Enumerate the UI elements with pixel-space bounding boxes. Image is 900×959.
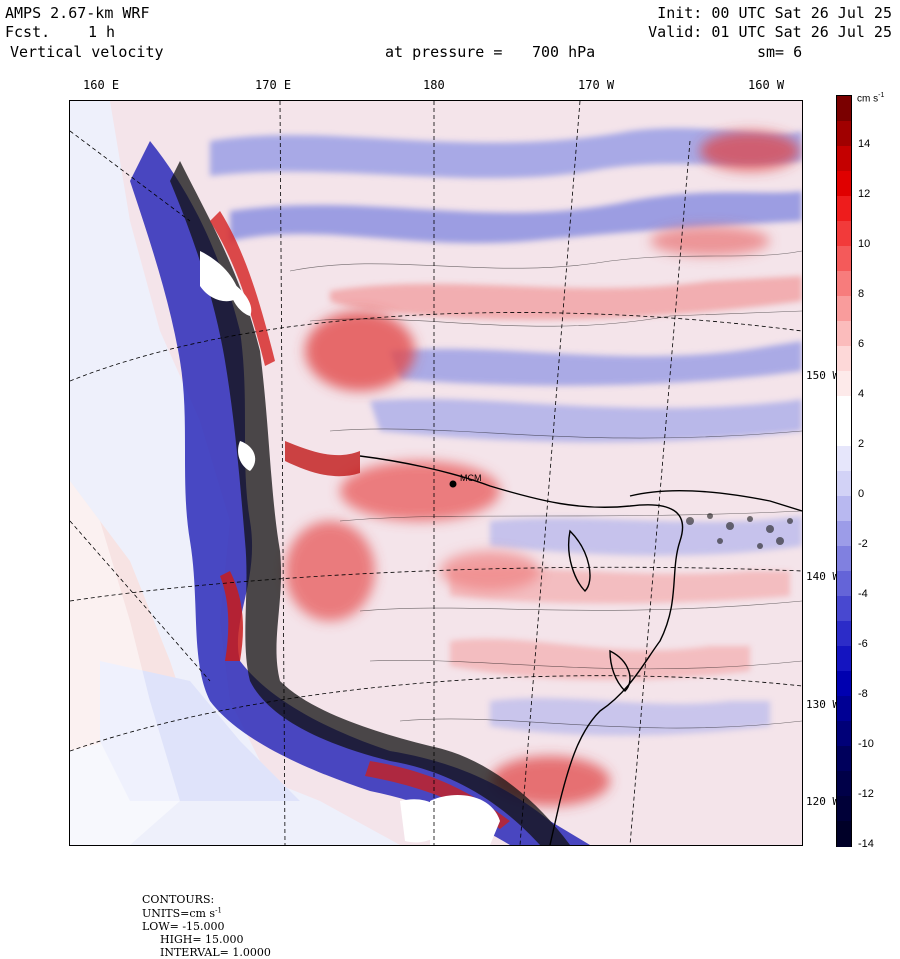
colorbar-segment bbox=[837, 571, 851, 597]
colorbar-segment bbox=[837, 396, 851, 422]
field-name: Vertical velocity bbox=[10, 43, 164, 61]
colorbar-tick-label: -14 bbox=[858, 838, 874, 850]
footer-low: LOW= -15.000 bbox=[142, 919, 225, 933]
colorbar-segment bbox=[837, 621, 851, 647]
valid-time: Valid: 01 UTC Sat 26 Jul 25 bbox=[648, 23, 892, 41]
colorbar-segment bbox=[837, 421, 851, 447]
colorbar bbox=[836, 95, 852, 847]
colorbar-segment bbox=[837, 821, 851, 847]
colorbar-segment bbox=[837, 146, 851, 172]
colorbar-segment bbox=[837, 196, 851, 222]
colorbar-tick-label: -12 bbox=[858, 788, 874, 800]
terrain-speckle bbox=[686, 513, 793, 549]
footer-high: HIGH= 15.000 bbox=[160, 932, 244, 946]
footer-interval: INTERVAL= 1.0000 bbox=[160, 945, 271, 959]
colorbar-tick-label: 14 bbox=[858, 138, 871, 150]
colorbar-segment bbox=[837, 296, 851, 322]
lat-label-120w: 120 W bbox=[806, 795, 840, 808]
lat-label-150w: 150 W bbox=[806, 369, 840, 382]
colorbar-segment bbox=[837, 771, 851, 797]
colorbar-segment bbox=[837, 646, 851, 672]
colorbar-segment bbox=[837, 271, 851, 297]
colorbar-segment bbox=[837, 371, 851, 397]
forecast-label: Fcst. bbox=[5, 23, 51, 41]
colorbar-segment bbox=[837, 171, 851, 197]
lat-label-140w: 140 W bbox=[806, 570, 840, 583]
colorbar-segment bbox=[837, 496, 851, 522]
smoothing-value: sm= 6 bbox=[757, 43, 803, 61]
station-label: MCM bbox=[460, 473, 482, 483]
colorbar-tick-label: -4 bbox=[858, 588, 868, 600]
vertical-velocity-map: MCM bbox=[69, 100, 803, 846]
colorbar-tick-label: 8 bbox=[858, 288, 865, 300]
station-marker bbox=[449, 480, 457, 488]
colorbar-tick-label: -2 bbox=[858, 538, 868, 550]
colorbar-units: cm s-1 bbox=[857, 92, 885, 105]
init-time: Init: 00 UTC Sat 26 Jul 25 bbox=[657, 4, 892, 22]
colorbar-tick-label: -10 bbox=[858, 738, 874, 750]
colorbar-tick-label: 6 bbox=[858, 338, 865, 350]
map-svg: MCM bbox=[70, 101, 802, 845]
colorbar-segment bbox=[837, 546, 851, 572]
coastline bbox=[359, 455, 802, 845]
lon-label-180: 180 bbox=[423, 78, 445, 92]
colorbar-segment bbox=[837, 121, 851, 147]
contour-lines bbox=[289, 250, 802, 729]
wave-bands bbox=[210, 128, 802, 736]
lat-label-130w: 130 W bbox=[806, 698, 840, 711]
model-title: AMPS 2.67-km WRF bbox=[5, 4, 150, 22]
colorbar-tick-label: 10 bbox=[858, 238, 871, 250]
pressure-level-value: 700 hPa bbox=[532, 43, 596, 61]
colorbar-tick-label: -8 bbox=[858, 688, 868, 700]
colorbar-segment bbox=[837, 221, 851, 247]
colorbar-tick-label: 0 bbox=[858, 488, 865, 500]
lon-label-160e: 160 E bbox=[83, 78, 120, 92]
colorbar-tick-label: 12 bbox=[858, 188, 871, 200]
colorbar-segment bbox=[837, 321, 851, 347]
pressure-level-prefix: at pressure = bbox=[385, 43, 503, 61]
lon-label-160w: 160 W bbox=[748, 78, 785, 92]
colorbar-segment bbox=[837, 796, 851, 822]
colorbar-segment bbox=[837, 596, 851, 622]
colorbar-tick-label: 2 bbox=[858, 438, 865, 450]
contour-info: CONTOURS: UNITS=cm s-1 LOW= -15.000 HIGH… bbox=[135, 880, 271, 959]
colorbar-segment bbox=[837, 246, 851, 272]
colorbar-segment bbox=[837, 521, 851, 547]
colorbar-segment bbox=[837, 446, 851, 472]
colorbar-segment bbox=[837, 696, 851, 722]
colorbar-tick-label: -6 bbox=[858, 638, 868, 650]
colorbar-tick-label: 4 bbox=[858, 388, 865, 400]
colorbar-segment bbox=[837, 721, 851, 747]
colorbar-segment bbox=[837, 671, 851, 697]
forecast-value: 1 h bbox=[88, 23, 116, 41]
colorbar-segment bbox=[837, 471, 851, 497]
colorbar-segment bbox=[837, 346, 851, 372]
lon-label-170w: 170 W bbox=[578, 78, 615, 92]
colorbar-segment bbox=[837, 96, 851, 122]
footer-units: UNITS=cm s-1 bbox=[142, 906, 222, 920]
lon-label-170e: 170 E bbox=[255, 78, 292, 92]
terrain-mask bbox=[70, 251, 500, 845]
colorbar-segment bbox=[837, 746, 851, 772]
